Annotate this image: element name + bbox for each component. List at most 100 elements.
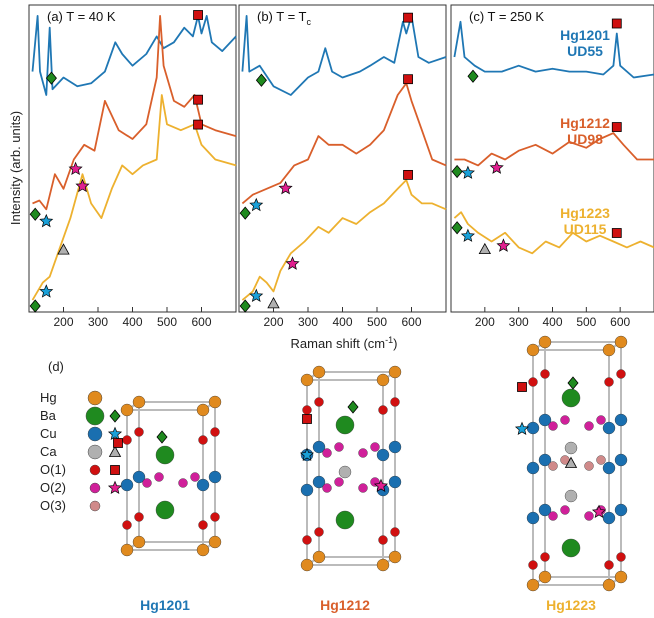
atom-hg (120, 403, 134, 417)
atom-o2 (548, 421, 558, 431)
atom-ba (561, 388, 581, 408)
atom-hg (538, 335, 552, 349)
crystal-hg1201 (113, 395, 222, 557)
marker-diamond (467, 69, 479, 83)
x-tick-label: 200 (263, 315, 283, 329)
atom-o1 (390, 397, 400, 407)
marker-diamond (29, 207, 41, 221)
structure-marker-square (517, 382, 527, 392)
marker-diamond (29, 299, 41, 313)
marker-square (403, 169, 413, 180)
atom-o1 (302, 535, 312, 545)
atom-cu (614, 453, 628, 467)
marker-star-cu (249, 197, 264, 212)
crystal-structures: (d) Hg Ba Cu Ca O(1) O(2) O(3) Hg1201 Hg1212 H… (40, 335, 628, 613)
series-line-hg1201 (31, 14, 237, 96)
x-axis-label: Raman shift (cm-1) (291, 335, 398, 351)
legend-atom (87, 390, 103, 406)
sample-doping-label: UD98 (567, 131, 603, 147)
legend-label: Cu (40, 426, 57, 441)
legend-marker-star-cu (107, 426, 123, 441)
marker-star-cu (39, 284, 54, 298)
legend-row: O(1) (40, 462, 120, 477)
atom-o2 (142, 478, 152, 488)
legend-atom (89, 500, 101, 512)
atom-ca (338, 465, 352, 479)
legend-label: O(1) (40, 462, 66, 477)
atom-o2 (370, 442, 380, 452)
x-tick-label: 500 (157, 315, 177, 329)
legend-atom (87, 426, 103, 442)
sample-name-label: Hg1223 (560, 205, 610, 221)
x-tick-label: 300 (298, 315, 318, 329)
series-line-hg1223 (453, 211, 654, 255)
atom-cu (538, 503, 552, 517)
atom-hg (208, 395, 222, 409)
atom-o1 (314, 527, 324, 537)
atom-o1 (390, 527, 400, 537)
atom-hg (120, 543, 134, 557)
x-tick-label: 400 (332, 315, 352, 329)
atom-ba (335, 415, 355, 435)
marker-diamond (239, 206, 251, 220)
atom-cu (132, 470, 146, 484)
atom-o2 (548, 511, 558, 521)
x-tick-label: 200 (53, 315, 73, 329)
atom-cu (376, 448, 390, 462)
legend-label: Ba (40, 408, 57, 423)
atom-cu (300, 483, 314, 497)
atom-hg (132, 395, 146, 409)
atom-ca (564, 489, 578, 503)
panel-frame-c (450, 4, 654, 313)
marker-triangle (57, 243, 70, 255)
atom-hg (526, 343, 540, 357)
series-line-hg1212 (454, 132, 654, 167)
marker-diamond (451, 164, 463, 179)
x-axis-label-main: Raman shift (cm (291, 336, 386, 351)
structure-marker-star-o2 (373, 478, 389, 493)
legend-atom (89, 482, 101, 494)
marker-star-o2 (496, 238, 511, 252)
sample-name-label: Hg1201 (560, 27, 610, 43)
atom-hg (388, 365, 402, 379)
atom-o1 (528, 377, 538, 387)
legend-marker-diamond (109, 409, 121, 423)
x-tick-label: 500 (576, 315, 596, 329)
x-tick-label: 600 (191, 315, 211, 329)
atom-o1 (210, 427, 220, 437)
atom-ba (155, 445, 175, 465)
atom-o1 (302, 405, 312, 415)
legend-marker-triangle (108, 445, 122, 457)
atom-o2 (358, 483, 368, 493)
panel-title-b: (b) T = Tc (257, 9, 312, 27)
atom-hg (614, 570, 628, 584)
atom-o2 (358, 448, 368, 458)
atom-o1 (528, 560, 538, 570)
atom-cu (602, 511, 616, 525)
atom-cu (388, 475, 402, 489)
marker-diamond (451, 221, 463, 235)
marker-diamond (45, 71, 57, 85)
marker-star-o2 (75, 178, 90, 193)
atom-o3 (596, 455, 606, 465)
sample-name-label: Hg1212 (560, 115, 610, 131)
marker-square (403, 12, 413, 23)
atom-o1 (604, 560, 614, 570)
structure-marker-triangle (564, 456, 578, 468)
marker-star-cu (39, 213, 54, 228)
x-tick-label: 600 (610, 315, 630, 329)
axis-labels: Intensity (arb. units) Raman shift (cm-1… (8, 111, 398, 351)
marker-triangle (478, 242, 492, 255)
series-line-hg1223 (31, 94, 237, 301)
legend-row: Ca (40, 444, 122, 460)
atom-o2 (560, 415, 570, 425)
legend-marker-star-o2 (107, 480, 123, 495)
series-line-hg1223 (241, 179, 447, 301)
marker-square (611, 122, 622, 132)
atom-o1 (604, 377, 614, 387)
legend-row: Ba (40, 406, 121, 426)
x-axis-label-end: ) (393, 336, 397, 351)
atom-cu (602, 421, 616, 435)
atom-o1 (122, 435, 132, 445)
atom-cu (602, 461, 616, 475)
